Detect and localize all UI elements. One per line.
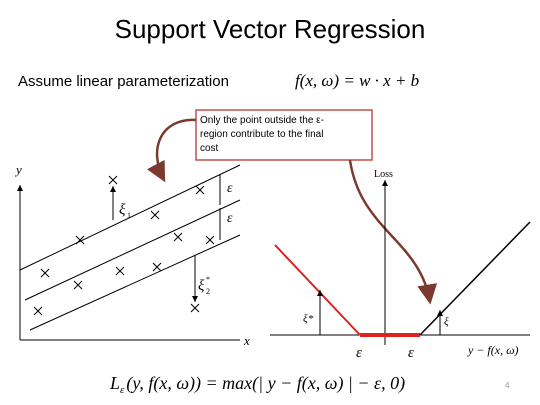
epsilon-label: ε [227,181,233,196]
left-plot [17,164,241,341]
callout-box [195,109,373,161]
title: Support Vector Regression [115,14,426,44]
subtitle: Assume linear parameterization [18,73,229,90]
epsilon-label: ε [227,211,233,226]
callout-arrow [146,118,197,183]
callout-line: Only the point outside the ε- [200,115,324,126]
page-number: 4 [505,381,510,390]
xi-superscript: * [206,275,210,284]
loss-formula-rhs: (y, f(x, ω)) = max(| y − f(x, ω) | − ε, … [126,373,405,394]
callout-line: cost [200,143,219,154]
xi-label: ξ [198,278,205,294]
callout-arrow [348,159,438,305]
callout-line: region contribute to the final [200,129,323,140]
loss-label: Loss [374,169,393,180]
xi-label: ξ [444,316,449,328]
xi-subscript: 2 [206,287,210,296]
xi-subscript: 1 [127,211,131,220]
right-plot [270,180,531,345]
x-label: y − f(x, ω) [467,343,519,357]
loss-formula-lhs: L [109,373,120,393]
model-formula: f(x, ω) = w · x + b [295,71,419,90]
loss-formula: Lε (y, f(x, ω)) = max(| y − f(x, ω) | − ε… [109,373,405,396]
xi-label: ξ [119,202,126,218]
xi-star-label: ξ* [303,313,314,325]
epsilon-label: ε [408,345,414,361]
y-label: y [14,162,22,177]
x-label: x [243,333,250,348]
loss-formula-sub: ε [120,384,125,396]
epsilon-label: ε [356,345,362,361]
